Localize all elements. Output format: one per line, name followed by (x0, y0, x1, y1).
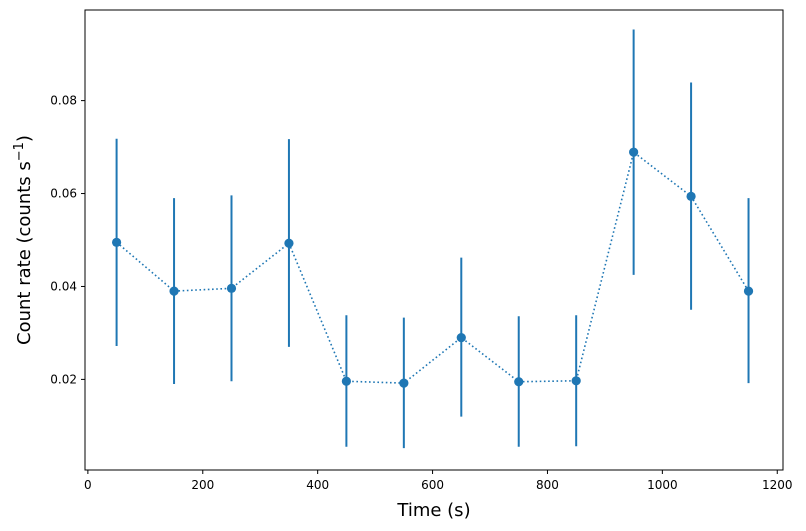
data-point (226, 283, 237, 293)
series-line (116, 150, 750, 384)
x-tick-label: 1000 (647, 478, 678, 492)
axes-frame (84, 9, 784, 471)
data-point (629, 147, 639, 157)
x-axis: 0 200 400 600 800 1000 1200 (84, 470, 793, 492)
data-point (514, 377, 524, 387)
data-point (743, 286, 754, 296)
x-tick-label: 400 (306, 478, 329, 492)
data-point (571, 376, 581, 386)
data-point (284, 238, 294, 248)
x-tick-label: 200 (191, 478, 214, 492)
plot-area (111, 29, 754, 449)
data-point (111, 237, 122, 247)
y-tick-label: 0.04 (50, 279, 77, 293)
x-axis-label: Time (s) (396, 500, 470, 521)
y-tick-label: 0.06 (50, 187, 77, 201)
data-point (686, 191, 696, 201)
x-tick-label: 1200 (762, 478, 793, 492)
y-tick-label: 0.02 (50, 372, 77, 386)
y-axis-label-close: ) (14, 135, 35, 142)
data-point (169, 286, 179, 296)
y-axis-label: Count rate (counts s−1) (12, 135, 35, 345)
x-tick-label: 800 (536, 478, 559, 492)
y-tick-label: 0.08 (50, 94, 77, 108)
x-tick-label: 0 (84, 478, 92, 492)
y-axis-label-exponent: −1 (12, 142, 27, 161)
x-tick-label: 600 (421, 478, 444, 492)
data-point (456, 332, 466, 343)
data-point (341, 376, 351, 386)
y-axis: 0.02 0.04 0.06 0.08 (50, 94, 85, 386)
y-axis-label-main: Count rate (counts s (14, 161, 35, 345)
data-point (399, 378, 409, 388)
